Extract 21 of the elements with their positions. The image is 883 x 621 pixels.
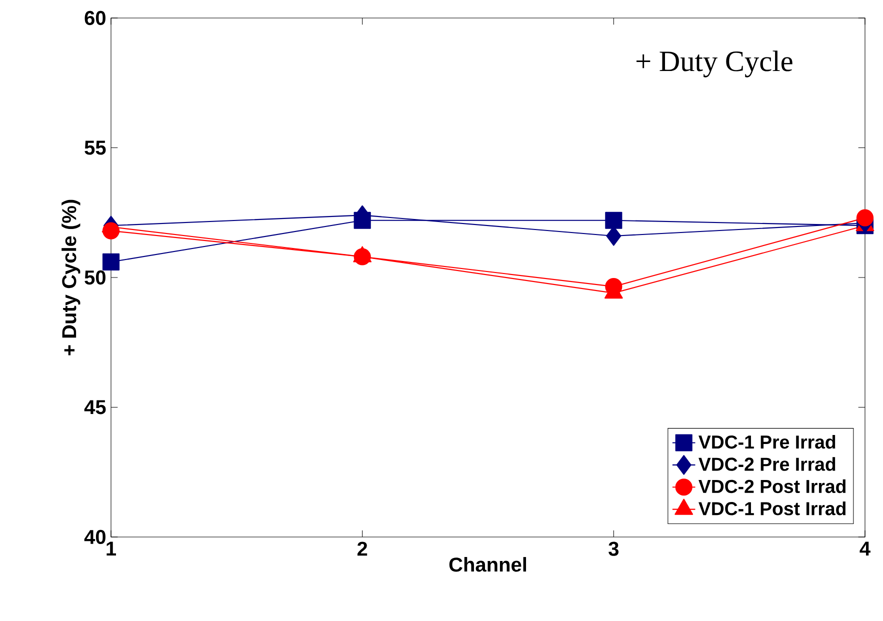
text: + Duty Cycle xyxy=(636,50,792,78)
y-tick-label: 55 xyxy=(84,140,106,155)
y-tick-label: 45 xyxy=(84,400,106,414)
y-tick-label: 40 xyxy=(84,530,106,544)
point xyxy=(102,222,120,240)
point xyxy=(856,209,874,226)
x-axis-title: Channel xyxy=(449,557,526,572)
x-tick-label: 2 xyxy=(357,542,368,556)
x-tick-label: 3 xyxy=(608,542,618,556)
point xyxy=(605,212,622,229)
y-tick-label: 50 xyxy=(84,270,106,285)
point xyxy=(102,253,120,270)
y-axis-title: + Duty Cycle (%) xyxy=(62,200,80,356)
point xyxy=(354,248,371,266)
legend-label: VDC-1 Post Irrad xyxy=(698,502,846,516)
x-tick-label: 4 xyxy=(860,542,870,556)
x-tick-label: 1 xyxy=(106,542,116,556)
legend-label: VDC-2 Pre Irrad xyxy=(698,457,836,471)
legend-label: VDC-2 Post Irrad xyxy=(698,479,846,494)
legend-label: VDC-1 Pre Irrad xyxy=(698,434,836,449)
y-tick-label: 60 xyxy=(84,10,106,26)
